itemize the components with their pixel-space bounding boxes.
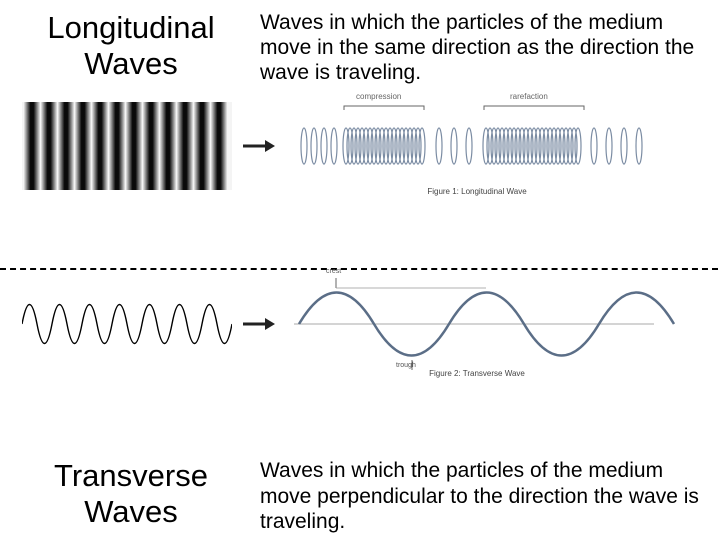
transverse-definition: Waves in which the particles of the medi… (256, 458, 714, 534)
longitudinal-diagram: compression rarefaction Figure 1: Longit… (284, 96, 710, 196)
longitudinal-title: Longitudinal Waves (6, 10, 256, 81)
longitudinal-figures: compression rarefaction Figure 1: Longit… (0, 86, 720, 196)
longitudinal-title-line1: Longitudinal (6, 10, 256, 46)
arrow-right-icon (240, 131, 276, 161)
longitudinal-header-row: Longitudinal Waves Waves in which the pa… (0, 0, 720, 86)
label-trough: trough (396, 362, 416, 369)
transverse-sine-image (22, 280, 232, 368)
longitudinal-definition: Waves in which the particles of the medi… (256, 10, 714, 86)
transverse-figures: crest trough Figure 2: Transverse Wave (0, 270, 720, 374)
transverse-diagram: crest trough Figure 2: Transverse Wave (284, 274, 710, 374)
transverse-section: crest trough Figure 2: Transverse Wave T… (0, 270, 720, 540)
arrow-right-icon (240, 309, 276, 339)
label-rarefaction: rarefaction (510, 92, 548, 101)
transverse-header-row: Transverse Waves Waves in which the part… (0, 458, 720, 534)
longitudinal-bars-image (22, 102, 232, 190)
transverse-title-line2: Waves (6, 494, 256, 530)
label-compression: compression (356, 92, 401, 101)
longitudinal-section: Longitudinal Waves Waves in which the pa… (0, 0, 720, 270)
longitudinal-caption: Figure 1: Longitudinal Wave (284, 187, 670, 196)
transverse-title: Transverse Waves (6, 458, 256, 529)
transverse-title-line1: Transverse (6, 458, 256, 494)
longitudinal-title-line2: Waves (6, 46, 256, 82)
label-crest: crest (326, 268, 341, 275)
bars-svg (22, 102, 232, 190)
transverse-caption: Figure 2: Transverse Wave (284, 369, 670, 378)
